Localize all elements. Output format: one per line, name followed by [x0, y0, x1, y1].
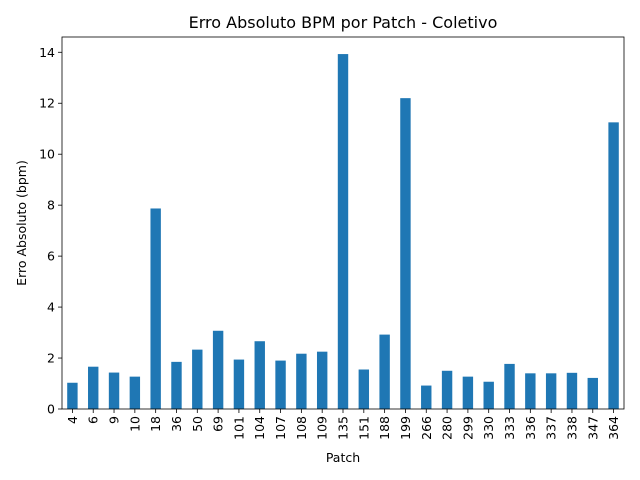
x-tick-label: 299 — [460, 416, 475, 440]
x-tick-label: 101 — [231, 416, 246, 440]
y-tick-label: 10 — [39, 147, 55, 162]
bar-108 — [296, 353, 307, 409]
y-axis-label: Erro Absoluto (bpm) — [14, 160, 29, 286]
chart-title: Erro Absoluto BPM por Patch - Coletivo — [189, 13, 498, 32]
y-tick-label: 8 — [47, 198, 55, 213]
y-tick-label: 2 — [47, 351, 55, 366]
x-tick-label: 337 — [544, 416, 559, 440]
bar-330 — [483, 381, 494, 409]
bar-50 — [192, 349, 203, 409]
x-tick-label: 107 — [273, 416, 288, 440]
x-tick-label: 109 — [315, 416, 330, 440]
bar-10 — [129, 376, 141, 409]
x-tick-label: 50 — [190, 416, 205, 432]
x-tick-label: 104 — [252, 416, 267, 440]
y-tick-label: 12 — [39, 96, 55, 111]
bar-109 — [316, 351, 328, 409]
bar-9 — [108, 372, 120, 409]
x-tick-label: 18 — [148, 416, 163, 432]
x-axis: 4 6 9 10 18 36 50 69 101 104 107 108 109 135 151 188 199… — [65, 409, 621, 440]
bar-36 — [171, 361, 182, 409]
x-tick-label: 10 — [127, 416, 142, 432]
bar-151 — [358, 369, 370, 409]
x-tick-label: 280 — [440, 416, 455, 440]
x-tick-label: 188 — [377, 416, 392, 440]
bar-188 — [379, 334, 390, 409]
x-tick-label: 9 — [107, 416, 122, 424]
x-tick-label: 36 — [169, 416, 184, 432]
x-tick-label: 4 — [65, 416, 80, 424]
x-tick-label: 135 — [336, 416, 351, 440]
bar-333 — [504, 363, 515, 409]
bar-299 — [462, 376, 474, 409]
x-tick-label: 338 — [564, 416, 579, 440]
bar-69 — [212, 330, 224, 409]
bar-101 — [233, 359, 245, 409]
bar-266 — [421, 385, 432, 409]
bar-199 — [400, 98, 411, 409]
bar-107 — [275, 360, 286, 409]
x-tick-label: 336 — [523, 416, 538, 440]
x-tick-label: 364 — [606, 416, 621, 440]
x-tick-label: 333 — [502, 416, 517, 440]
y-axis: 0 2 4 6 8 10 12 14 — [39, 45, 62, 417]
bar-280 — [441, 370, 453, 409]
bar-338 — [566, 372, 578, 409]
x-tick-label: 108 — [294, 416, 309, 440]
x-tick-label: 330 — [481, 416, 496, 440]
bar-364 — [608, 122, 619, 409]
bars-group — [67, 54, 619, 410]
y-tick-label: 14 — [39, 45, 55, 60]
x-tick-label: 151 — [356, 416, 371, 440]
y-tick-label: 0 — [47, 402, 55, 417]
bar-337 — [545, 373, 557, 409]
bar-6 — [88, 366, 99, 409]
bar-135 — [337, 54, 349, 410]
x-tick-label: 69 — [211, 416, 226, 432]
x-tick-label: 6 — [86, 416, 101, 424]
bar-18 — [150, 208, 161, 409]
y-tick-label: 6 — [47, 249, 55, 264]
x-tick-label: 347 — [585, 416, 600, 440]
x-axis-label: Patch — [326, 450, 360, 465]
bar-347 — [587, 377, 598, 409]
y-tick-label: 4 — [47, 300, 55, 315]
bar-104 — [254, 341, 265, 409]
bar-336 — [525, 373, 536, 409]
x-tick-label: 199 — [398, 416, 413, 440]
x-tick-label: 266 — [419, 416, 434, 440]
bar-4 — [67, 382, 78, 409]
plot-frame — [61, 36, 625, 410]
